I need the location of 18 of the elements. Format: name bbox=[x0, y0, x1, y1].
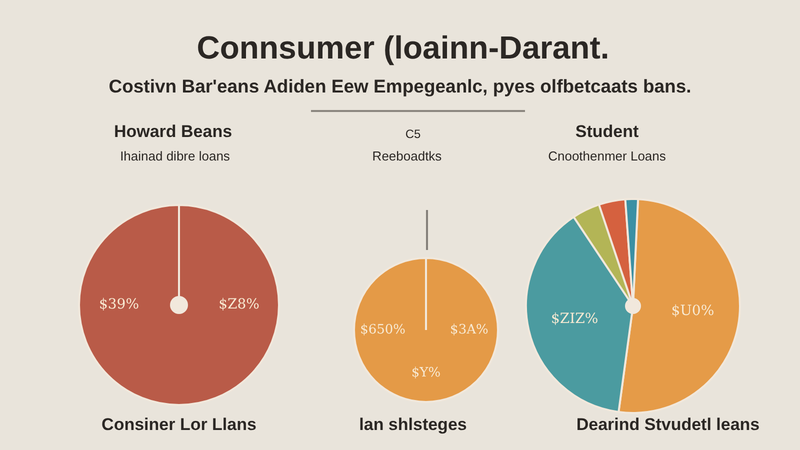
text: Costivn Bar'eans Adiden Eew Empegeanlc, pyes olfbetcaats bans. bbox=[108, 75, 692, 97]
chart-subtitle: Cnoothenmer Loans bbox=[548, 148, 666, 164]
text: Consiner Lor Llans bbox=[102, 415, 256, 435]
text: $3A% bbox=[450, 322, 488, 338]
text: Connsumer (loainn-Darant. bbox=[196, 30, 610, 66]
chart-title: C5 bbox=[405, 127, 421, 142]
chart-subtitle: Reeboadtks bbox=[372, 148, 442, 164]
text: lan shlsteges bbox=[359, 415, 467, 435]
text: $39% bbox=[98, 296, 140, 313]
data-label: $U0% bbox=[671, 303, 714, 320]
text: $Y% bbox=[411, 366, 441, 381]
text: Dearind Stvudetl leans bbox=[576, 415, 760, 435]
chart-title: Howard Beans bbox=[114, 122, 232, 142]
text: $Z8% bbox=[218, 296, 260, 313]
chart-title: Student bbox=[575, 122, 639, 142]
data-label: $ZIZ% bbox=[551, 311, 598, 328]
chart-subtitle: Ihainad dibre loans bbox=[120, 148, 230, 164]
text: $650% bbox=[360, 322, 406, 338]
